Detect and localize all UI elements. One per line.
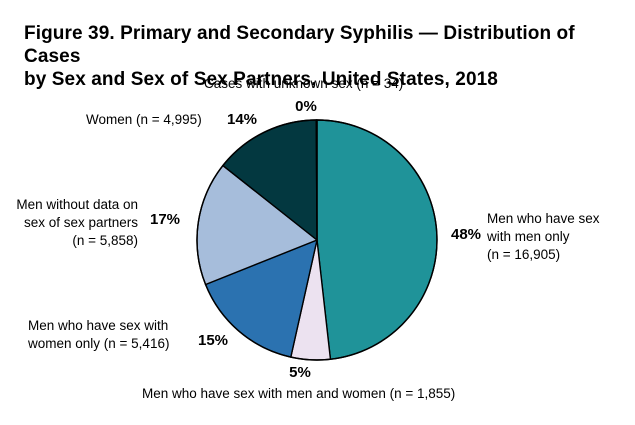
slice-label-line: Women (n = 4,995) [86, 112, 202, 127]
pie-slice-unknown-sex [315, 119, 318, 241]
slice-label-line: sex of sex partners [24, 215, 138, 230]
slice-label-women: Women (n = 4,995) [86, 112, 202, 127]
percent-label-msmw: 5% [289, 364, 311, 381]
slice-label-line: Men without data on [16, 197, 138, 212]
slice-label-line: (n = 16,905) [487, 247, 560, 262]
slice-label-line: (n = 5,858) [72, 233, 138, 248]
slice-label-msw-only: Men who have sex with women only (n = 5,4… [27, 318, 169, 351]
pie-outline [196, 119, 438, 361]
chart-title: Figure 39. Primary and Secondary Syphili… [24, 22, 635, 91]
percent-label-msm-only: 48% [451, 226, 481, 243]
slice-label-unknown-sex: Cases with unknown sex (n = 34) [204, 76, 403, 91]
slice-label-line: women only (n = 5,416) [27, 336, 169, 351]
slice-label-line: Cases with unknown sex (n = 34) [204, 76, 403, 91]
slice-label-line: Men who have sex with men and women (n =… [142, 386, 455, 401]
pie-slices [196, 119, 438, 361]
percent-label-women: 14% [227, 111, 257, 128]
pie-slice-msm-only [316, 119, 438, 360]
slice-label-msm-only: Men who have sex with men only (n = 16,905… [486, 211, 600, 262]
slice-label-msmw: Men who have sex with men and women (n =… [142, 386, 455, 401]
pie-labels: 48% Men who have sex with men only (n = 16,… [16, 76, 599, 401]
slice-label-men-no-data: Men without data on sex of sex partners (n… [16, 197, 138, 248]
percent-label-unknown-sex: 0% [295, 98, 317, 115]
percent-label-men-no-data: 17% [150, 211, 180, 228]
chart-title-line-1: Figure 39. Primary and Secondary Syphili… [24, 23, 575, 67]
chart-title-line-2: by Sex and Sex of Sex Partners, United S… [24, 69, 498, 90]
slice-label-line: Men who have sex [487, 211, 600, 226]
slice-label-line: Men who have sex with [28, 318, 168, 333]
percent-label-msw-only: 15% [198, 332, 228, 349]
slice-label-line: with men only [486, 229, 570, 244]
